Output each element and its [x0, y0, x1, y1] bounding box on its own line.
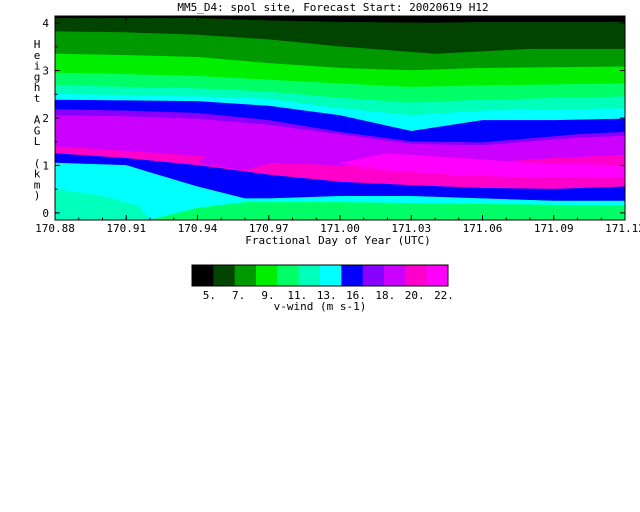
y-tick-label: 2: [42, 112, 49, 125]
colorbar-tick-label: 20.: [405, 289, 425, 302]
colorbar-swatch: [405, 265, 428, 286]
x-tick-label: 171.00: [320, 222, 360, 235]
contour-band-12: [196, 143, 341, 171]
colorbar-swatch: [384, 265, 406, 286]
x-tick-label: 171.09: [534, 222, 574, 235]
y-tick-label: 3: [42, 65, 49, 78]
chart-title: MM5_D4: spol site, Forecast Start: 20020…: [177, 1, 488, 14]
colorbar-swatch: [298, 265, 321, 286]
colorbar-swatch: [341, 265, 364, 286]
colorbar-swatch: [234, 265, 257, 286]
colorbar-swatch: [426, 265, 449, 286]
colorbar-tick-label: 22.: [434, 289, 454, 302]
y-axis: 0 1 2 3 4: [42, 17, 625, 220]
plot-area: [55, 16, 625, 220]
y-tick-label: 0: [42, 207, 49, 220]
colorbar-swatch: [192, 265, 214, 286]
colorbar-tick-label: 18.: [375, 289, 395, 302]
colorbar-tick-label: 11.: [287, 289, 307, 302]
colorbar-tick-label: 9.: [261, 289, 274, 302]
colorbar-tick-label: 16.: [346, 289, 366, 302]
y-tick-label: 1: [42, 159, 49, 172]
contour-band-11: [339, 153, 625, 178]
x-tick-label: 171.03: [391, 222, 431, 235]
colorbar-swatch: [320, 265, 342, 286]
x-tick-label: 170.94: [178, 222, 218, 235]
colorbar-frame: [191, 264, 449, 287]
y-tick-label: 4: [42, 17, 49, 30]
x-axis-label: Fractional Day of Year (UTC): [245, 234, 430, 247]
colorbar-tick-label: 5.: [203, 289, 216, 302]
contour-band-15: [55, 188, 151, 220]
colorbar-swatch: [277, 265, 300, 286]
contour-band-14: [55, 162, 625, 220]
colorbar-tick-label: 7.: [232, 289, 245, 302]
x-tick-label: 170.97: [249, 222, 289, 235]
x-tick-label: 171.12: [605, 222, 640, 235]
colorbar-swatch: [256, 265, 278, 286]
colorbar-tick-label: 13.: [317, 289, 337, 302]
x-axis: 170.88 170.91 170.94 170.97 171.00 171.03 171.…: [35, 16, 640, 235]
colorbar: 5. 7. 9. 11. 13. 16. 18. 20. 22.: [191, 264, 454, 302]
colorbar-swatch: [213, 265, 236, 286]
x-tick-label: 170.91: [106, 222, 146, 235]
x-tick-label: 171.06: [463, 222, 503, 235]
colorbar-swatch: [362, 265, 385, 286]
colorbar-label: v-wind (m s-1): [274, 300, 367, 313]
x-tick-label: 170.88: [35, 222, 75, 235]
